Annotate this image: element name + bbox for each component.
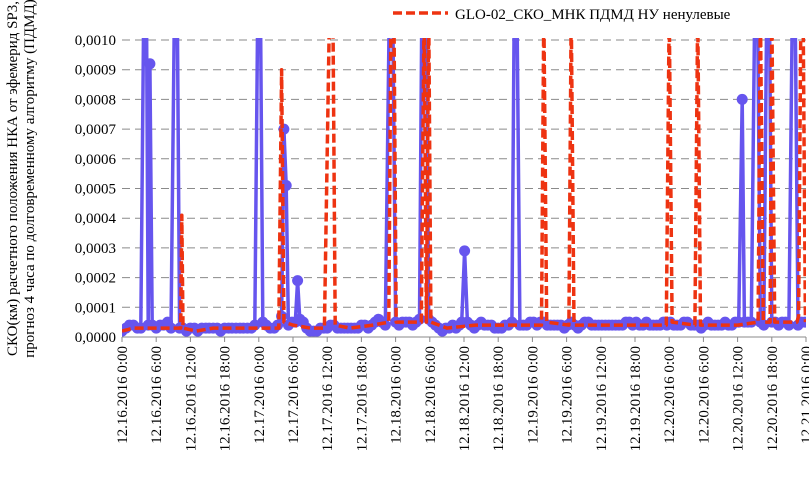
x-axis-ticks: 12.16.2016 0:00 12.16.2016 6:00 12.16.2016… <box>115 337 809 451</box>
y-axis-label-line: прогноз 4 часа по долговременному алгори… <box>22 0 38 358</box>
data-point <box>165 322 177 334</box>
y-axis-label: СКО(км) расчетного положения НКА от эфем… <box>5 0 38 358</box>
x-tick-label: 12.17.2016 12:00 <box>320 346 336 451</box>
y-tick-label: 0,0002 <box>75 271 116 287</box>
legend: GLO-02_СКО_МНК ПДМД НУ ненулевые <box>393 7 731 23</box>
x-tick-label: 12.17.2016 6:00 <box>286 346 302 444</box>
x-tick-label: 12.19.2016 12:00 <box>594 346 610 451</box>
y-tick-label: 0,0004 <box>75 211 117 227</box>
y-tick-label: 0,0001 <box>75 300 116 316</box>
x-tick-label: 12.16.2016 18:00 <box>218 346 234 451</box>
x-tick-label: 12.19.2016 6:00 <box>560 346 576 444</box>
data-point <box>736 93 748 105</box>
y-tick-label: 0,0003 <box>75 241 116 257</box>
y-tick-label: 0,0005 <box>75 182 116 198</box>
x-tick-label: 12.17.2016 0:00 <box>252 346 268 444</box>
y-axis-ticks: 0,0000 0,0001 0,0002 0,0003 0,0004 0,0005 0,00… <box>75 33 117 346</box>
data-point <box>459 245 471 257</box>
x-tick-label: 12.19.2016 0:00 <box>525 346 541 444</box>
y-tick-label: 0,0007 <box>75 122 117 138</box>
series-layer <box>122 38 806 337</box>
x-tick-label: 12.20.2016 18:00 <box>765 346 781 451</box>
x-tick-label: 12.18.2016 18:00 <box>491 346 507 451</box>
series-line-red-dashed <box>122 38 806 333</box>
x-tick-label: 12.20.2016 12:00 <box>731 346 747 451</box>
x-tick-label: 12.18.2016 12:00 <box>457 346 473 451</box>
x-tick-label: 12.17.2016 18:00 <box>354 346 370 451</box>
data-point <box>292 275 304 287</box>
y-axis-label-line: СКО(км) расчетного положения НКА от эфем… <box>5 1 21 356</box>
y-tick-label: 0,0000 <box>75 330 116 346</box>
y-tick-label: 0,0009 <box>75 63 116 79</box>
x-tick-label: 12.16.2016 12:00 <box>183 346 199 451</box>
x-tick-label: 12.20.2016 0:00 <box>662 346 678 444</box>
x-tick-label: 12.19.2016 18:00 <box>628 346 644 451</box>
x-tick-label: 12.18.2016 0:00 <box>389 346 405 444</box>
y-tick-label: 0,0010 <box>75 33 116 49</box>
series-line-blue <box>122 38 805 333</box>
x-tick-label: 12.18.2016 6:00 <box>423 346 439 444</box>
data-point <box>144 58 156 70</box>
y-tick-label: 0,0006 <box>75 152 117 168</box>
x-tick-label: 12.16.2016 6:00 <box>149 346 165 444</box>
x-tick-label: 12.16.2016 0:00 <box>115 346 131 444</box>
y-tick-label: 0,0008 <box>75 92 116 108</box>
x-tick-label: 12.21.2016 0:00 <box>799 346 809 444</box>
legend-label: GLO-02_СКО_МНК ПДМД НУ ненулевые <box>455 7 731 23</box>
x-tick-label: 12.20.2016 6:00 <box>696 346 712 444</box>
